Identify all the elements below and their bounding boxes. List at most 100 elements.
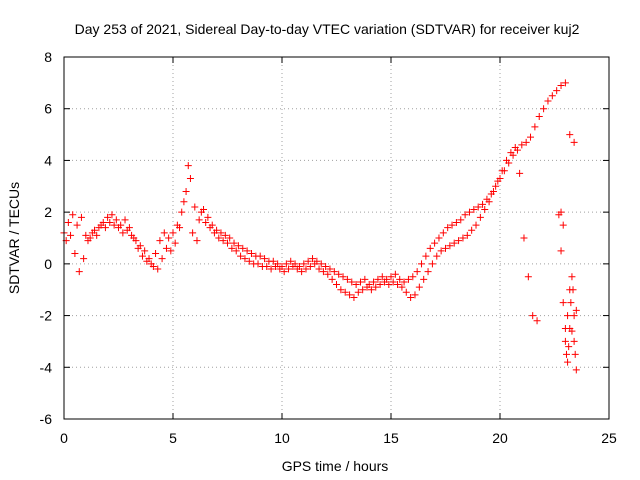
data-point [285,265,293,273]
data-point [239,244,247,252]
data-point [269,257,277,265]
data-point [503,156,511,164]
data-point [333,281,340,289]
data-point [426,244,434,252]
data-point [280,268,288,276]
data-point [516,169,524,177]
data-point [191,203,199,211]
data-point [568,273,576,281]
data-point [71,250,79,258]
data-point [529,312,537,320]
data-point [459,234,467,242]
data-point [112,216,120,224]
data-point [319,268,327,276]
data-point [171,239,179,247]
data-point [428,260,436,268]
data-point [300,260,308,268]
data-point [247,250,255,258]
data-point [572,306,580,314]
data-point [132,237,140,245]
data-point [557,81,565,89]
data-point [69,211,77,219]
data-point [455,237,463,245]
data-point [468,226,476,234]
data-point [396,275,404,283]
data-point [306,262,314,270]
chart-title: Day 253 of 2021, Sidereal Day-to-day VTE… [75,21,580,37]
data-point [261,255,269,263]
data-point [93,231,101,239]
data-point [354,288,362,296]
data-point [566,131,574,139]
data-point [206,224,214,232]
x-tick-labels: 0 5 10 15 20 25 [60,430,617,446]
x-tick-label: 10 [274,430,290,446]
data-point [531,123,539,131]
data-point [394,281,402,289]
data-point [104,213,112,221]
data-point [217,229,225,237]
data-point [404,275,412,283]
data-point [424,268,432,276]
data-point [540,105,548,113]
data-point [433,252,441,260]
data-point [463,231,471,239]
data-point [189,229,197,237]
y-tick-labels: -6 -4 -2 0 2 4 6 8 [40,49,53,427]
data-point [479,200,487,208]
data-point [224,239,231,247]
data-point [520,234,528,242]
data-point [243,247,251,255]
data-point [376,281,384,289]
data-point [254,260,262,268]
data-point [341,288,349,296]
y-tick-label: 4 [44,152,52,168]
data-point [204,213,212,221]
data-point [186,175,194,183]
data-point [317,260,325,268]
data-point [352,281,360,289]
data-point [154,265,162,273]
data-point [311,260,319,268]
data-point [178,208,186,216]
data-point [557,247,565,255]
data-point [470,206,478,214]
data-point [548,92,556,100]
data-point [418,260,426,268]
data-point [481,206,489,214]
data-point [431,239,439,247]
data-point [559,299,567,307]
data-point [476,213,484,221]
data-point [145,255,153,263]
data-point [302,265,310,273]
data-point [561,337,569,345]
data-point [115,224,122,232]
data-point [461,211,469,219]
series-arc-c [555,208,580,374]
data-point [570,337,578,345]
data-point [343,275,351,283]
data-point [465,208,473,216]
data-point [237,252,245,260]
y-tick-label: -2 [40,308,53,324]
data-point [221,231,229,239]
y-tick-label: -6 [40,411,53,427]
data-point [108,211,116,219]
data-point [378,273,386,281]
data-point [402,288,410,296]
data-point [276,265,284,273]
data-point [315,265,323,273]
x-tick-label: 5 [169,430,177,446]
data-point [210,229,218,237]
data-point [450,239,458,247]
data-point [339,273,347,281]
data-point [564,312,572,320]
data-point [411,291,419,299]
data-point [184,162,192,170]
data-point [511,144,519,151]
data-point [88,229,96,237]
data-point [136,242,144,250]
y-tick-label: 8 [44,49,52,65]
data-point [370,278,378,286]
